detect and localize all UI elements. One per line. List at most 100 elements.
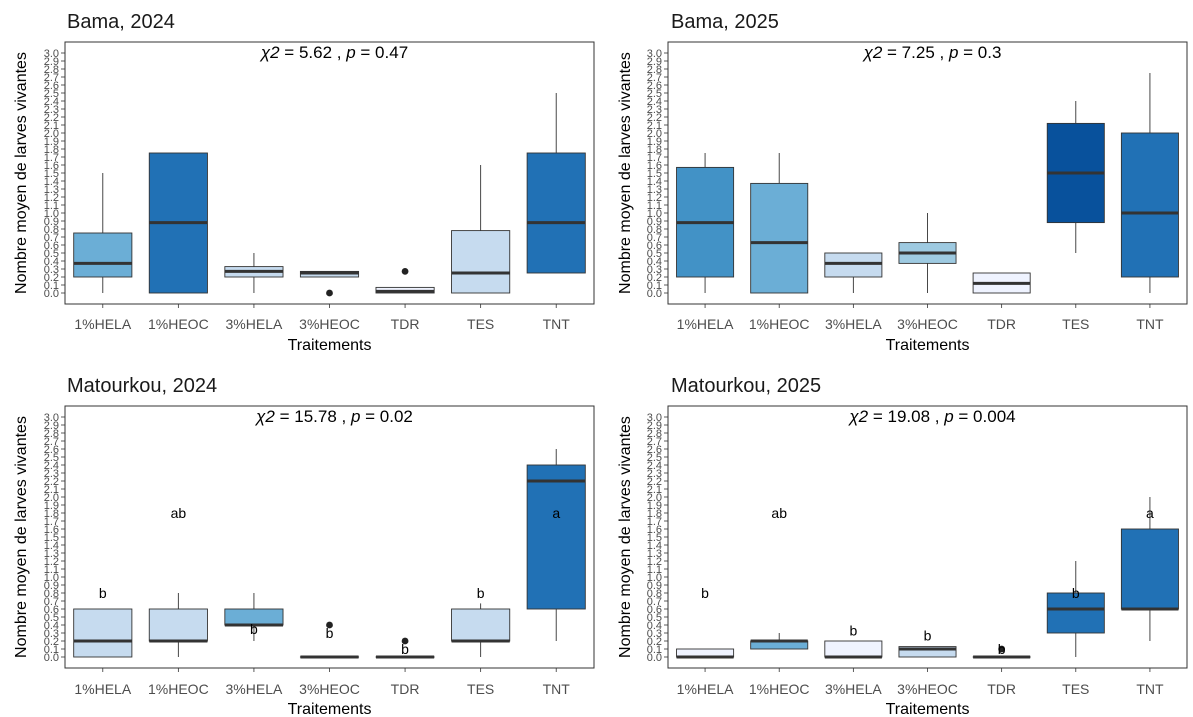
outlier-point: [401, 637, 409, 645]
y-tick-label: 1.4: [44, 176, 59, 188]
y-tick-label: 2.7: [647, 72, 662, 84]
y-tick-label: 1.3: [647, 548, 662, 560]
box-TNT: TNT a: [526, 449, 586, 697]
p-value: = 0.004: [954, 407, 1016, 426]
y-tick-label: 2.9: [647, 56, 662, 68]
y-tick-label: 2.9: [44, 56, 59, 68]
y-tick-label: 0.9: [647, 580, 662, 592]
p-value: = 0.47: [356, 43, 408, 62]
y-tick-label: 2.3: [647, 104, 662, 116]
y-tick-label: 1.8: [647, 144, 662, 156]
x-axis-title: Traitements: [288, 337, 372, 354]
x-tick-label: TDR: [391, 681, 420, 697]
y-tick-label: 0.8: [44, 224, 59, 236]
chi-value: = 7.25 ,: [882, 43, 949, 62]
significance-letter: b: [1072, 585, 1080, 601]
x-tick-label: TES: [467, 681, 494, 697]
y-axis-title: Nombre moyen de larves vivantes: [13, 52, 30, 294]
y-axis-title: Nombre moyen de larves vivantes: [617, 416, 634, 658]
y-tick-label: 0.8: [647, 588, 662, 600]
y-tick-label: 1.9: [647, 500, 662, 512]
x-tick-label: TES: [467, 316, 494, 332]
box-TDR: TDR: [375, 268, 435, 332]
y-tick-label: 1.7: [44, 516, 59, 528]
iqr-box: [1046, 592, 1105, 634]
significance-letter: a: [1146, 505, 1154, 521]
box-3%HEOC: 3%HEOC b: [299, 621, 360, 697]
box-3%HELA: 3%HELA: [824, 252, 882, 332]
x-tick-label: 1%HEOC: [749, 316, 810, 332]
y-tick-label: 0.9: [44, 216, 59, 228]
y-tick-label: 2.0: [647, 128, 662, 140]
plot-frame: [64, 41, 595, 305]
y-tick-label: 0.5: [647, 248, 662, 260]
y-axis-title: Nombre moyen de larves vivantes: [617, 52, 634, 294]
y-tick-label: 1.4: [647, 176, 662, 188]
y-tick-label: 0.8: [647, 224, 662, 236]
chi-label: χ2: [259, 43, 280, 62]
y-tick-label: 1.0: [647, 208, 662, 220]
y-tick-label: 0.6: [647, 240, 662, 252]
chi-value: = 5.62 ,: [280, 43, 347, 62]
y-tick-label: 1.9: [44, 500, 59, 512]
y-tick-label: 2.6: [647, 80, 662, 92]
y-tick-label: 1.4: [44, 540, 59, 552]
box-TES: TES b: [1046, 561, 1105, 697]
box-3%HELA: 3%HELA: [224, 253, 284, 332]
iqr-box: [73, 232, 133, 278]
y-tick-label: 0.3: [44, 264, 59, 276]
y-tick-label: 2.0: [44, 492, 59, 504]
y-tick-label: 0.1: [44, 644, 59, 656]
significance-letter: b: [701, 585, 709, 601]
y-tick-label: 0.6: [647, 604, 662, 616]
box-3%HEOC: 3%HEOC: [897, 213, 958, 332]
y-tick-label: 1.0: [44, 208, 59, 220]
panel-title: Matourkou, 2024: [67, 375, 217, 397]
y-tick-label: 2.1: [44, 120, 59, 132]
iqr-box: [1120, 132, 1179, 278]
chi-label: χ2: [847, 407, 868, 426]
y-tick-label: 0.7: [647, 596, 662, 608]
y-tick-label: 2.7: [44, 72, 59, 84]
y-tick-label: 3.0: [647, 48, 662, 60]
x-tick-label: TES: [1062, 681, 1089, 697]
x-tick-label: 3%HEOC: [897, 316, 958, 332]
p-label: p: [943, 407, 953, 426]
y-tick-label: 1.1: [44, 200, 59, 212]
box-3%HELA: 3%HELA b: [824, 623, 882, 697]
y-tick-label: 2.0: [44, 128, 59, 140]
y-tick-label: 0.3: [647, 628, 662, 640]
x-axis-title: Traitements: [288, 701, 372, 717]
x-tick-label: 3%HELA: [226, 681, 283, 697]
y-tick-label: 0.1: [44, 280, 59, 292]
y-tick-label: 3.0: [647, 412, 662, 424]
y-tick-label: 0.9: [44, 580, 59, 592]
x-tick-label: 3%HELA: [825, 681, 882, 697]
y-tick-label: 2.8: [647, 64, 662, 76]
significance-letter: b: [849, 623, 857, 639]
y-tick-label: 1.1: [44, 564, 59, 576]
x-tick-label: 1%HELA: [74, 681, 131, 697]
x-tick-label: TNT: [543, 316, 571, 332]
iqr-box: [451, 230, 511, 294]
x-tick-label: 3%HELA: [825, 316, 882, 332]
x-axis-title: Traitements: [886, 337, 970, 354]
x-tick-label: 1%HELA: [677, 316, 734, 332]
x-tick-label: TNT: [1136, 681, 1164, 697]
significance-letter: b: [998, 641, 1006, 657]
x-tick-label: TNT: [1136, 316, 1164, 332]
y-tick-label: 0.5: [647, 612, 662, 624]
chi-value: = 19.08 ,: [868, 407, 944, 426]
box-TES: TES: [1046, 101, 1105, 332]
y-tick-label: 0.6: [44, 604, 59, 616]
x-tick-label: 1%HEOC: [749, 681, 810, 697]
y-tick-label: 0.9: [647, 216, 662, 228]
iqr-box: [451, 608, 511, 642]
x-tick-label: TNT: [543, 681, 571, 697]
y-tick-label: 2.3: [647, 468, 662, 480]
y-tick-label: 0.8: [44, 588, 59, 600]
y-tick-label: 2.3: [44, 468, 59, 480]
